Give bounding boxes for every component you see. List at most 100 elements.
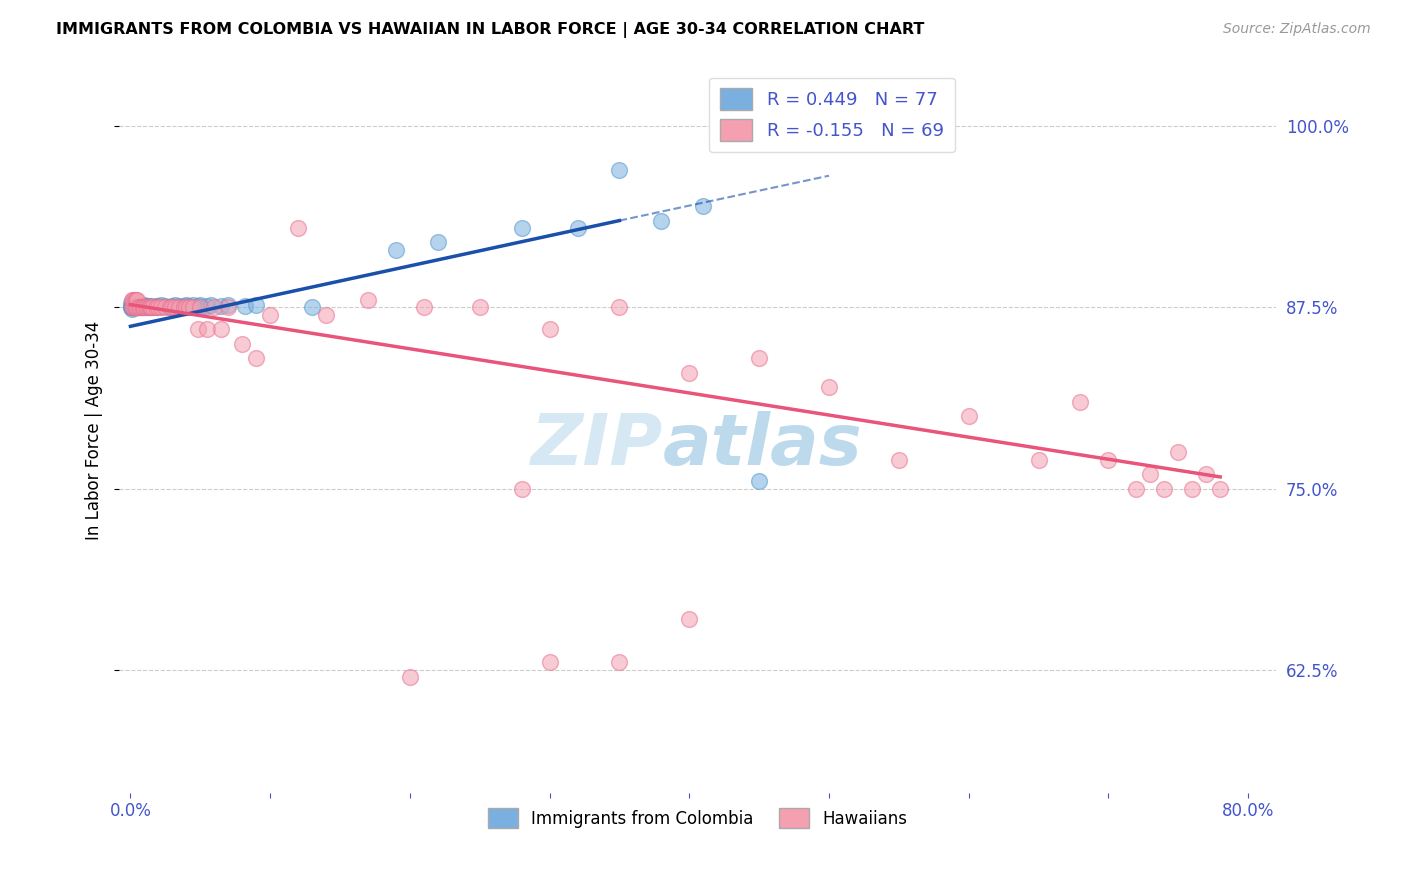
- Point: [181, 301, 204, 315]
- Point: [121, 301, 143, 315]
- Point: [135, 301, 157, 315]
- Point: [127, 299, 149, 313]
- Point: [122, 301, 145, 315]
- Point: [1069, 394, 1091, 409]
- Point: [121, 293, 143, 308]
- Point: [129, 301, 152, 315]
- Point: [125, 293, 148, 308]
- Point: [159, 301, 181, 315]
- Point: [120, 301, 142, 315]
- Point: [957, 409, 980, 423]
- Point: [139, 301, 162, 315]
- Point: [217, 297, 239, 311]
- Point: [121, 301, 143, 315]
- Point: [1209, 482, 1232, 496]
- Point: [233, 299, 256, 313]
- Point: [148, 301, 170, 315]
- Point: [650, 213, 672, 227]
- Point: [122, 293, 145, 308]
- Point: [426, 235, 449, 250]
- Point: [510, 482, 533, 496]
- Point: [1181, 482, 1204, 496]
- Point: [122, 301, 145, 315]
- Point: [124, 301, 146, 315]
- Point: [121, 301, 143, 315]
- Point: [538, 322, 561, 336]
- Point: [217, 301, 239, 315]
- Point: [188, 301, 211, 315]
- Point: [129, 299, 152, 313]
- Point: [1125, 482, 1147, 496]
- Point: [134, 301, 156, 315]
- Point: [146, 301, 169, 315]
- Point: [567, 220, 589, 235]
- Point: [124, 299, 146, 313]
- Text: ZIP: ZIP: [530, 410, 664, 480]
- Point: [179, 301, 201, 315]
- Point: [176, 301, 198, 315]
- Point: [125, 299, 148, 313]
- Point: [124, 299, 146, 313]
- Point: [127, 293, 149, 308]
- Point: [141, 299, 163, 313]
- Point: [1097, 452, 1119, 467]
- Point: [538, 656, 561, 670]
- Point: [128, 301, 150, 315]
- Point: [748, 475, 770, 489]
- Point: [231, 336, 253, 351]
- Point: [125, 299, 148, 313]
- Point: [315, 308, 337, 322]
- Point: [138, 301, 160, 315]
- Point: [173, 301, 195, 315]
- Point: [122, 297, 145, 311]
- Point: [195, 322, 218, 336]
- Point: [259, 308, 281, 322]
- Point: [132, 299, 155, 313]
- Point: [121, 301, 143, 315]
- Point: [287, 220, 309, 235]
- Point: [121, 301, 143, 315]
- Point: [122, 301, 145, 315]
- Point: [128, 301, 150, 315]
- Point: [209, 299, 232, 313]
- Point: [609, 656, 631, 670]
- Point: [186, 299, 208, 313]
- Point: [148, 299, 170, 313]
- Point: [136, 301, 159, 315]
- Point: [510, 220, 533, 235]
- Point: [399, 670, 422, 684]
- Point: [179, 299, 201, 313]
- Point: [127, 301, 149, 315]
- Point: [209, 322, 232, 336]
- Point: [1195, 467, 1218, 481]
- Point: [176, 297, 198, 311]
- Point: [120, 301, 142, 315]
- Point: [145, 301, 167, 315]
- Point: [706, 120, 728, 134]
- Point: [162, 301, 184, 315]
- Point: [169, 301, 191, 315]
- Point: [135, 299, 157, 313]
- Point: [134, 297, 156, 311]
- Point: [887, 452, 910, 467]
- Legend: Immigrants from Colombia, Hawaiians: Immigrants from Colombia, Hawaiians: [481, 801, 914, 835]
- Point: [412, 301, 434, 315]
- Point: [1028, 452, 1050, 467]
- Point: [122, 299, 145, 313]
- Point: [136, 301, 159, 315]
- Point: [1167, 445, 1189, 459]
- Point: [121, 299, 143, 313]
- Point: [124, 301, 146, 315]
- Point: [678, 612, 700, 626]
- Point: [138, 299, 160, 313]
- Point: [121, 301, 143, 316]
- Point: [200, 297, 222, 311]
- Point: [678, 366, 700, 380]
- Point: [165, 297, 187, 311]
- Text: Source: ZipAtlas.com: Source: ZipAtlas.com: [1223, 22, 1371, 37]
- Point: [155, 299, 177, 313]
- Point: [134, 301, 156, 315]
- Point: [145, 299, 167, 313]
- Point: [125, 301, 148, 315]
- Point: [195, 299, 218, 313]
